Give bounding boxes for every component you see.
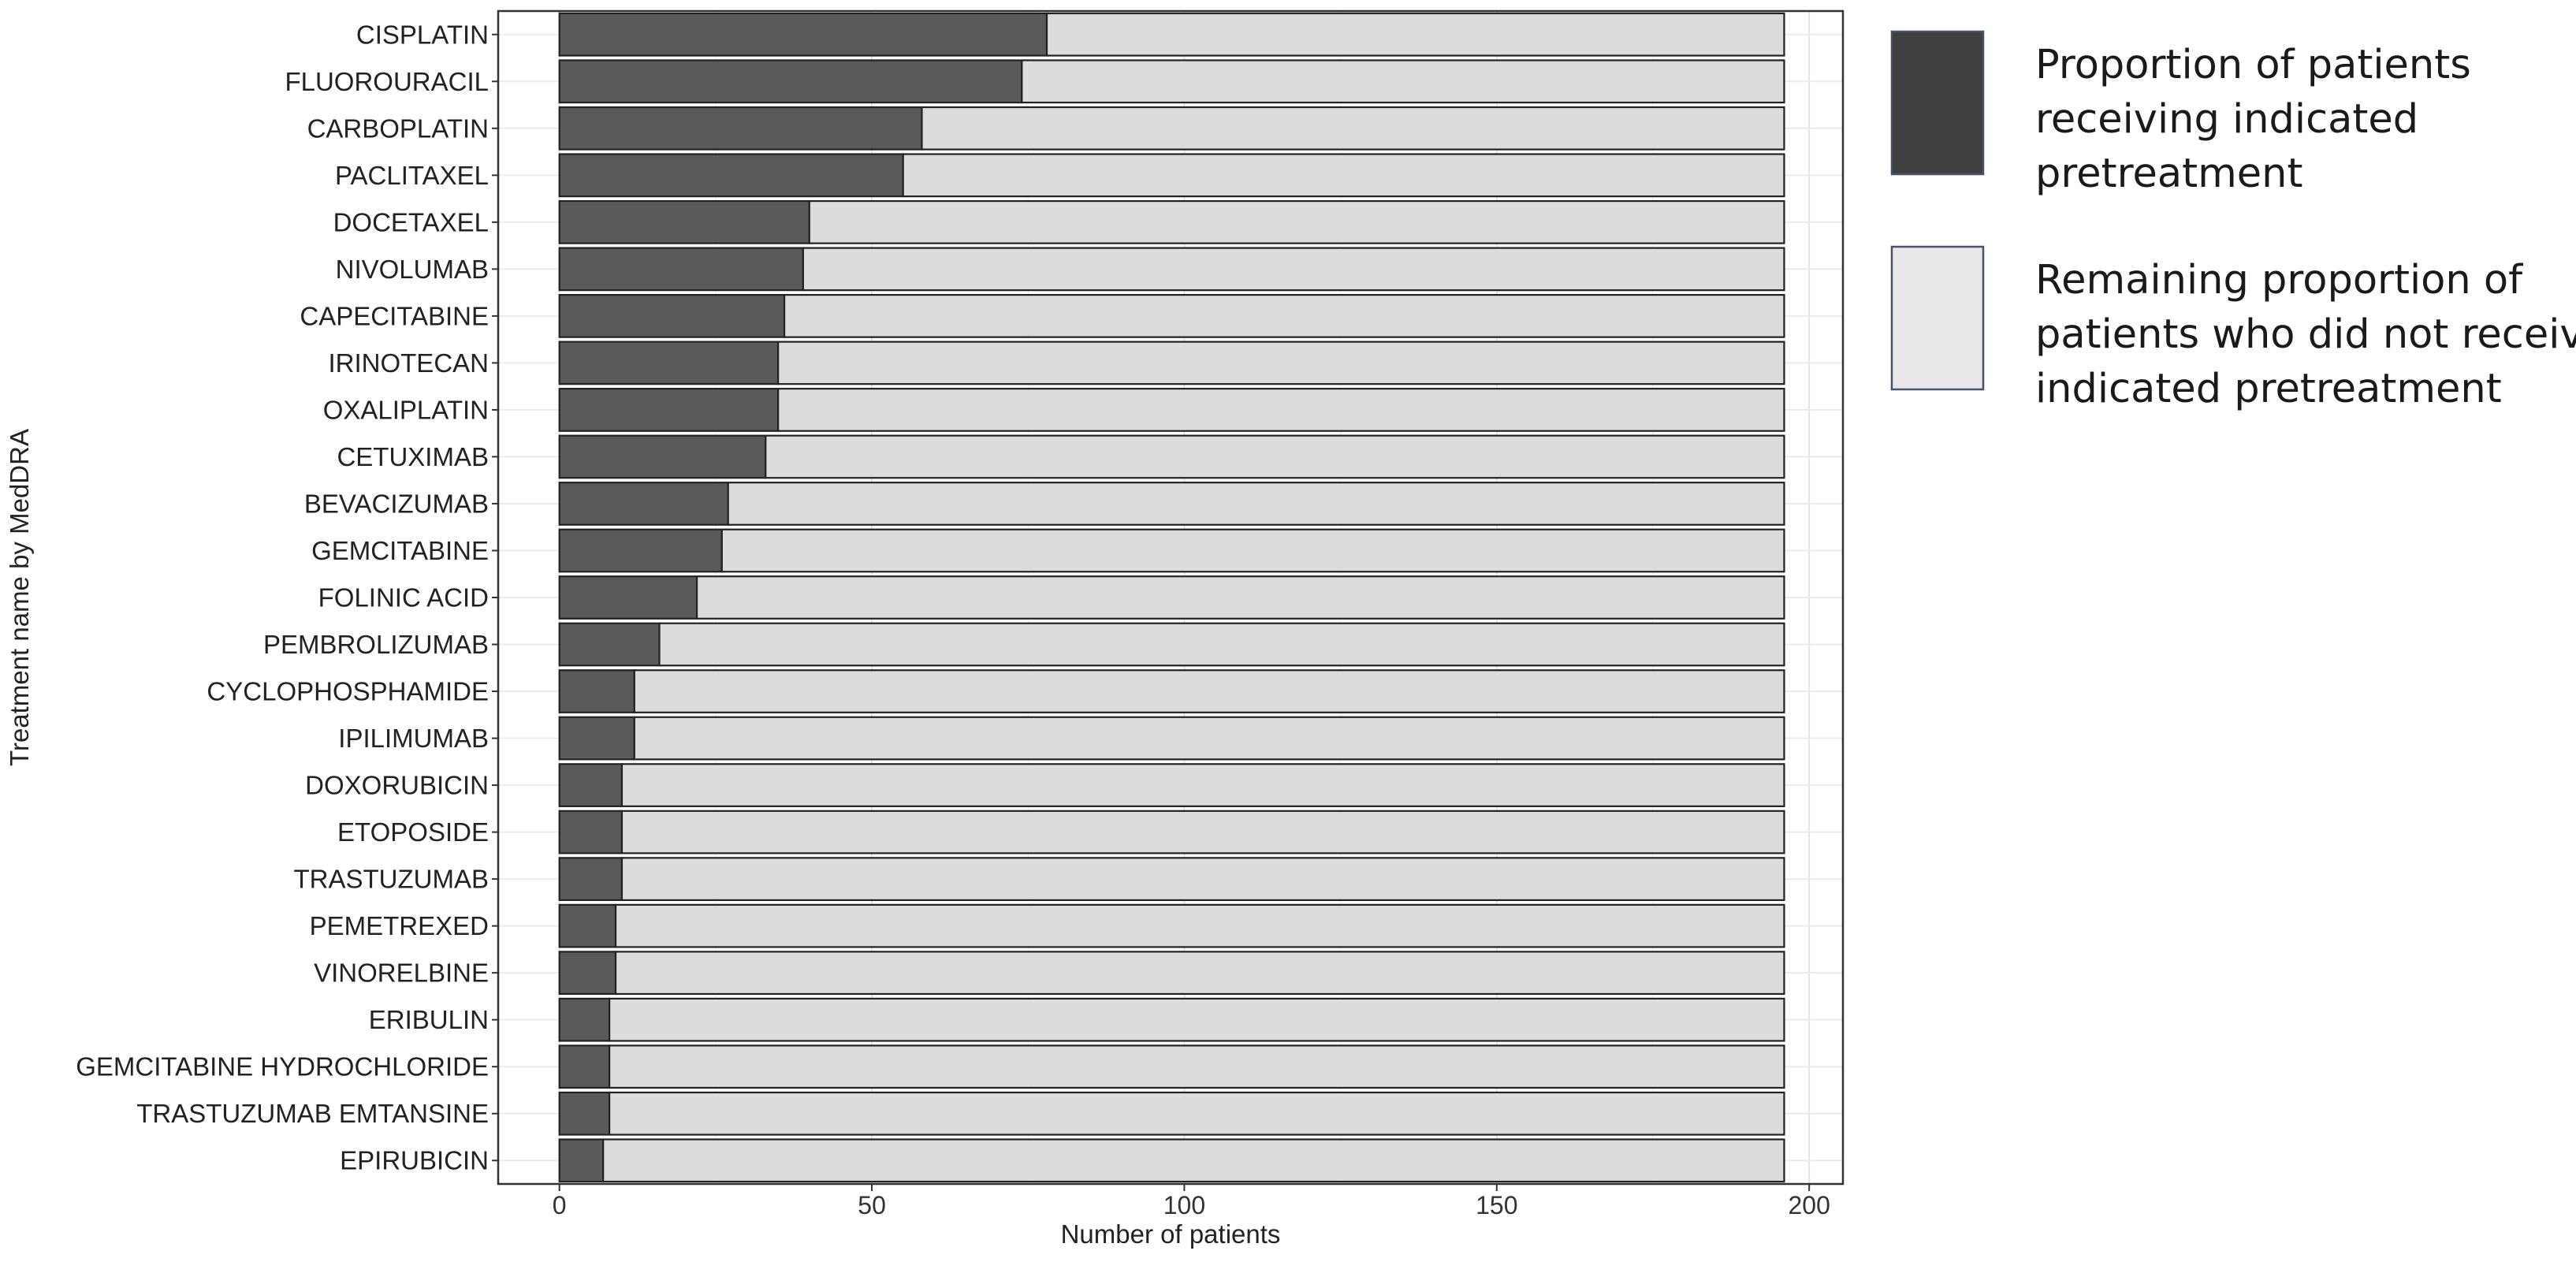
bar-remaining-fluorouracil <box>1021 59 1785 104</box>
category-label: NIVOLUMAB <box>336 255 489 284</box>
bar-remaining-eribulin <box>609 997 1785 1042</box>
bar-pretreated-nivolumab <box>558 247 804 292</box>
x-axis-title: Number of patients <box>1061 1219 1281 1249</box>
bar-remaining-gemcitabine-hydrochloride <box>609 1044 1785 1089</box>
bar-remaining-trastuzumab <box>620 857 1785 902</box>
legend-label-line: receiving indicated <box>2035 96 2418 143</box>
category-label: CARBOPLATIN <box>307 114 489 143</box>
bar-remaining-cyclophosphamide <box>633 669 1785 713</box>
category-label: CYCLOPHOSPHAMIDE <box>207 677 489 706</box>
x-tick-label-100: 100 <box>1163 1191 1205 1219</box>
x-tick-label-150: 150 <box>1476 1191 1517 1219</box>
bar-remaining-pembrolizumab <box>658 622 1785 667</box>
category-label: EPIRUBICIN <box>340 1146 489 1175</box>
bar-pretreated-fluorouracil <box>558 59 1023 104</box>
bar-remaining-carboplatin <box>921 106 1785 151</box>
bar-pretreated-pembrolizumab <box>558 622 661 667</box>
category-label: GEMCITABINE HYDROCHLORIDE <box>76 1052 489 1081</box>
legend-label-line: pretreatment <box>2035 151 2302 197</box>
category-label: PEMBROLIZUMAB <box>263 630 489 659</box>
bar-remaining-paclitaxel <box>902 153 1785 198</box>
category-label: BEVACIZUMAB <box>304 489 489 518</box>
bar-pretreated-eribulin <box>558 997 611 1042</box>
bar-pretreated-cisplatin <box>558 12 1048 57</box>
legend-label-line: patients who did not receive <box>2035 311 2576 358</box>
category-label: ERIBULIN <box>369 1005 489 1034</box>
category-label: IPILIMUMAB <box>338 724 489 753</box>
legend-swatch-remaining <box>1890 245 1985 391</box>
bar-remaining-doxorubicin <box>620 763 1785 807</box>
legend-label-line: Remaining proportion of <box>2035 257 2523 303</box>
category-label: PACLITAXEL <box>335 161 489 190</box>
bar-remaining-pemetrexed <box>614 903 1785 948</box>
bar-remaining-irinotecan <box>777 341 1785 385</box>
x-tick-label-0: 0 <box>553 1191 567 1219</box>
bar-pretreated-cyclophosphamide <box>558 669 635 713</box>
bar-remaining-epirubicin <box>602 1138 1785 1183</box>
category-label: TRASTUZUMAB <box>294 865 490 894</box>
bar-remaining-etoposide <box>620 810 1785 854</box>
category-labels: CISPLATIN FLUOROURACIL CARBOPLATIN PACLITAX… <box>76 20 498 1175</box>
legend: Proportion of patients receiving indicate… <box>1890 30 2576 412</box>
bar-remaining-gemcitabine <box>720 528 1785 573</box>
bar-pretreated-folinic-acid <box>558 575 698 620</box>
bar-pretreated-vinorelbine <box>558 951 617 996</box>
bar-pretreated-irinotecan <box>558 341 780 385</box>
category-label: PEMETREXED <box>310 911 489 940</box>
category-label: DOCETAXEL <box>333 207 489 236</box>
bar-remaining-docetaxel <box>808 199 1785 244</box>
category-label: CISPLATIN <box>356 20 489 49</box>
x-tick-label-50: 50 <box>858 1191 886 1219</box>
bar-pretreated-trastuzumab-emtansine <box>558 1091 611 1136</box>
bar-pretreated-docetaxel <box>558 199 810 244</box>
bar-remaining-nivolumab <box>802 247 1785 292</box>
category-label: TRASTUZUMAB EMTANSINE <box>136 1099 489 1128</box>
bar-pretreated-cetuximab <box>558 434 767 479</box>
category-label: FOLINIC ACID <box>318 583 489 612</box>
bar-remaining-capecitabine <box>783 293 1785 338</box>
bar-pretreated-pemetrexed <box>558 903 617 948</box>
x-tick-label-200: 200 <box>1788 1191 1830 1219</box>
bar-remaining-cetuximab <box>765 434 1785 479</box>
category-label: CAPECITABINE <box>300 301 489 330</box>
y-axis-title: Treatment name by MedDRA <box>5 429 34 766</box>
category-label: CETUXIMAB <box>337 442 489 471</box>
bar-pretreated-ipilimumab <box>558 716 635 761</box>
bar-pretreated-carboplatin <box>558 106 923 151</box>
bar-pretreated-gemcitabine-hydrochloride <box>558 1044 611 1089</box>
bar-remaining-vinorelbine <box>614 951 1785 996</box>
category-label: VINORELBINE <box>314 959 489 988</box>
bar-pretreated-etoposide <box>558 810 624 854</box>
bar-remaining-cisplatin <box>1045 12 1785 57</box>
legend-label-line: indicated pretreatment <box>2035 366 2502 412</box>
bar-pretreated-epirubicin <box>558 1138 605 1183</box>
category-label: OXALIPLATIN <box>323 395 489 424</box>
bars <box>558 12 1785 1183</box>
bar-pretreated-capecitabine <box>558 293 786 338</box>
bar-remaining-trastuzumab-emtansine <box>609 1091 1785 1136</box>
bar-pretreated-oxaliplatin <box>558 388 780 432</box>
bar-remaining-folinic-acid <box>695 575 1785 620</box>
bar-remaining-bevacizumab <box>727 482 1785 526</box>
bar-pretreated-gemcitabine <box>558 528 723 573</box>
bar-remaining-ipilimumab <box>633 716 1785 761</box>
category-label: ETOPOSIDE <box>337 817 489 847</box>
bar-pretreated-bevacizumab <box>558 482 729 526</box>
x-axis-ticks: 0 50 100 150 200 <box>553 1184 1830 1219</box>
category-label: GEMCITABINE <box>311 536 489 565</box>
category-label: FLUOROURACIL <box>285 67 489 96</box>
bar-remaining-oxaliplatin <box>777 388 1785 432</box>
legend-swatch-pretreated <box>1890 30 1985 176</box>
category-label: IRINOTECAN <box>328 348 489 378</box>
bar-pretreated-paclitaxel <box>558 153 904 198</box>
legend-label-line: Proportion of patients <box>2035 42 2471 88</box>
bar-pretreated-trastuzumab <box>558 857 624 902</box>
category-label: DOXORUBICIN <box>305 771 489 800</box>
bar-pretreated-doxorubicin <box>558 763 624 807</box>
